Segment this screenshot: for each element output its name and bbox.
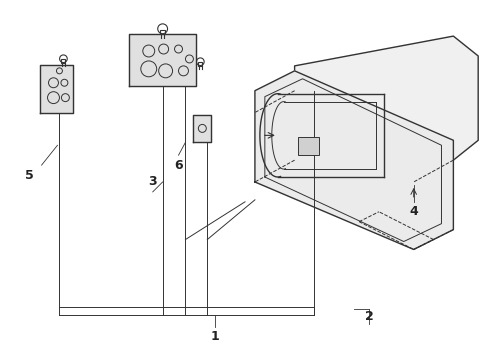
Polygon shape	[194, 114, 211, 142]
Polygon shape	[294, 36, 478, 160]
Polygon shape	[40, 65, 74, 113]
Text: 4: 4	[409, 205, 418, 218]
Text: 1: 1	[211, 330, 220, 343]
Bar	[61, 59, 66, 63]
Polygon shape	[129, 34, 196, 86]
Polygon shape	[255, 71, 453, 249]
Bar	[297, 137, 319, 155]
Text: 6: 6	[174, 159, 183, 172]
Bar	[198, 62, 202, 66]
Text: 2: 2	[365, 310, 373, 323]
Bar	[160, 30, 165, 34]
Text: 5: 5	[25, 168, 34, 181]
Text: 3: 3	[148, 175, 157, 189]
